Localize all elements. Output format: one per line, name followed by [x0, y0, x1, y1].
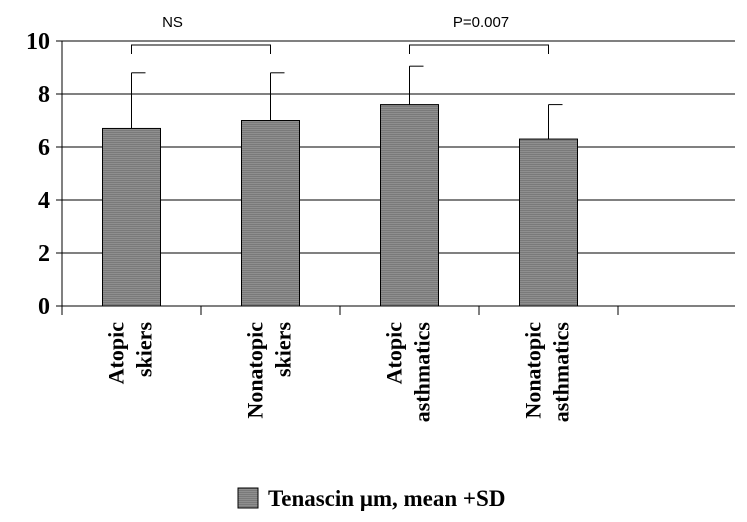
- legend-label: Tenascin μm, mean +SD: [268, 486, 505, 511]
- x-category-label-line: Nonatopic: [521, 322, 546, 419]
- significance-annotations: NS P=0.007: [131, 14, 549, 54]
- x-category-label: Nonatopic asthmatics: [521, 322, 574, 423]
- y-tick-label: 2: [38, 241, 50, 267]
- bar: [519, 138, 578, 307]
- significance-bracket: [131, 44, 271, 54]
- significance-bracket: [409, 44, 549, 54]
- y-tick-label: 0: [38, 294, 50, 320]
- bar: [380, 104, 439, 307]
- axes-group: [56, 40, 735, 315]
- bars-group: [102, 104, 578, 307]
- x-category-label: Nonatopic skiers: [243, 322, 296, 419]
- bar: [241, 120, 300, 307]
- y-tick-label: 4: [38, 188, 50, 214]
- bar: [102, 127, 161, 307]
- y-tick-label: 10: [26, 29, 50, 55]
- x-category-label: Atopic asthmatics: [382, 322, 435, 423]
- y-tick-label: 6: [38, 135, 50, 161]
- error-bars-group: [131, 65, 563, 140]
- y-tick-label: 8: [38, 82, 50, 108]
- x-category-label-line: skiers: [271, 322, 296, 377]
- x-category-label: Atopic skiers: [104, 322, 157, 385]
- x-category-label-line: Atopic: [104, 322, 129, 385]
- x-category-label-line: skiers: [132, 322, 157, 377]
- y-tick-labels: 0 2 4 6 8 10: [26, 29, 50, 320]
- x-category-label-line: asthmatics: [549, 322, 574, 423]
- x-category-labels: Atopic skiers Nonatopic skiers Atopic asthmat…: [104, 322, 574, 423]
- legend-swatch: [237, 487, 259, 509]
- significance-label: NS: [162, 14, 183, 31]
- x-category-label-line: Atopic: [382, 322, 407, 385]
- legend: Tenascin μm, mean +SD: [237, 486, 505, 511]
- x-category-label-line: asthmatics: [410, 322, 435, 423]
- x-category-label-line: Nonatopic: [243, 322, 268, 419]
- significance-label: P=0.007: [453, 14, 509, 31]
